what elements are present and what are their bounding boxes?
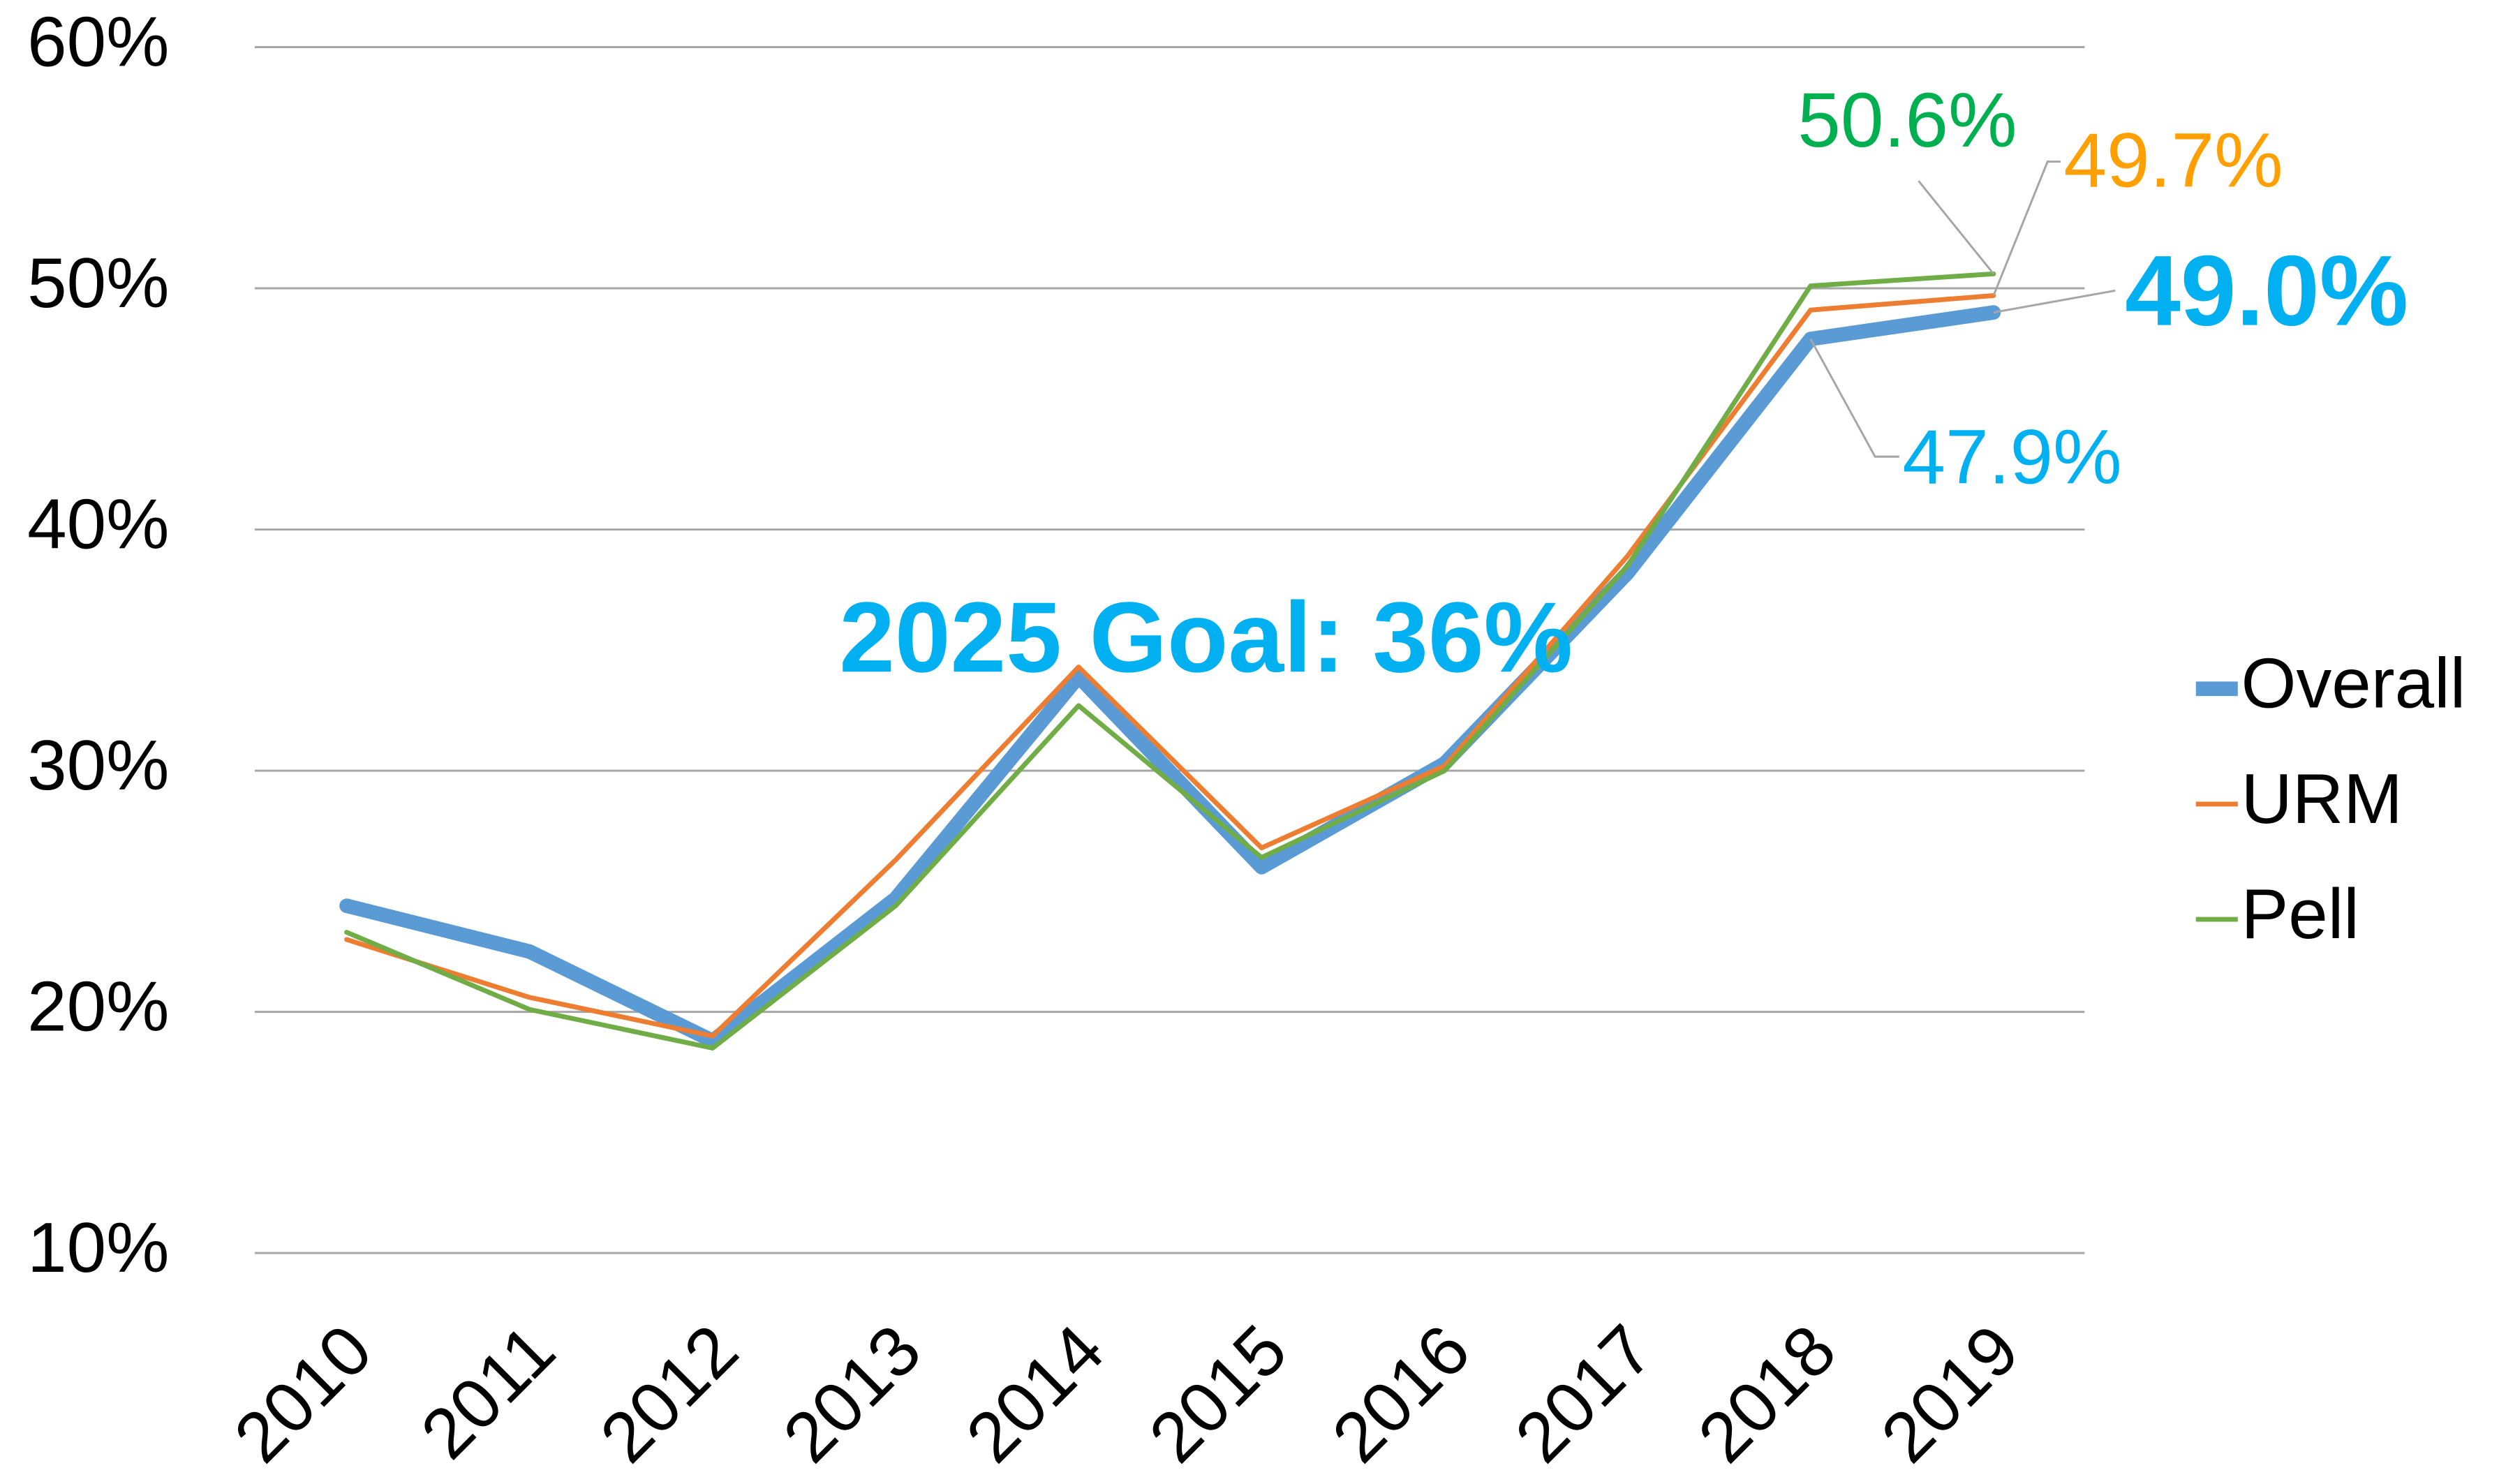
data-label: 50.6%: [1797, 77, 2017, 163]
x-tick-label: 2010: [219, 1309, 387, 1477]
x-tick-label: 2019: [1866, 1309, 2033, 1477]
legend-label: URM: [2241, 759, 2402, 838]
leader-line: [1992, 161, 2061, 296]
goal-annotation: 2025 Goal: 36%: [839, 581, 1573, 693]
x-tick-label: 2014: [951, 1309, 1118, 1477]
legend-label: Overall: [2241, 644, 2465, 723]
y-tick-label: 20%: [27, 966, 169, 1046]
y-tick-label: 60%: [27, 1, 169, 81]
x-tick-label: 2013: [768, 1309, 935, 1477]
series-line: [344, 271, 1996, 1051]
legend-label: Pell: [2241, 874, 2359, 954]
leader-line: [1809, 338, 1899, 458]
x-tick-label: 2016: [1317, 1309, 1485, 1477]
data-label: 49.0%: [2125, 235, 2408, 347]
y-tick-label: 30%: [27, 725, 169, 805]
x-tick-label: 2011: [406, 1309, 570, 1474]
series-line: [344, 292, 1996, 1039]
y-tick-label: 40%: [27, 484, 169, 563]
x-tick-label: 2018: [1683, 1309, 1851, 1477]
x-tick-label: 2012: [585, 1309, 752, 1477]
x-tick-label: 2017: [1500, 1309, 1668, 1477]
data-label: 49.7%: [2063, 118, 2283, 204]
series-line: [339, 305, 2001, 1048]
leader-line: [1918, 180, 1995, 275]
leader-line: [1993, 289, 2116, 314]
data-label: 47.9%: [1902, 415, 2121, 500]
x-tick-label: 2015: [1134, 1309, 1302, 1477]
y-tick-label: 10%: [27, 1208, 169, 1287]
y-tick-label: 50%: [27, 243, 169, 322]
